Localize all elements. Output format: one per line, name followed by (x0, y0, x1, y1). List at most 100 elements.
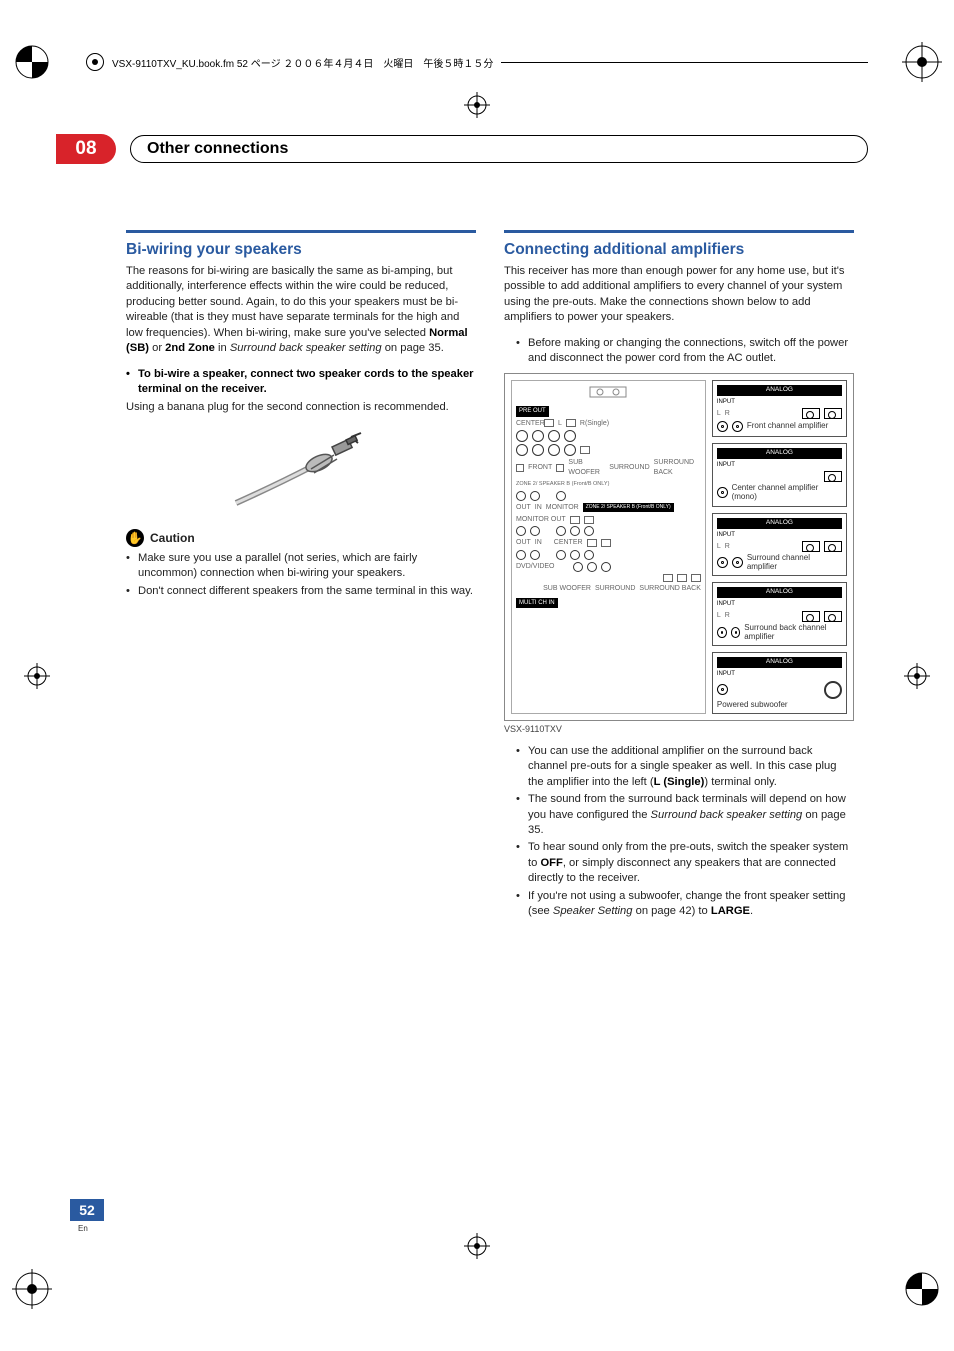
label: MULTI CH IN (516, 598, 558, 608)
print-mark-br (900, 1267, 944, 1311)
text: Make sure you use a parallel (not series… (138, 551, 476, 582)
text: , or simply disconnect any speakers that… (528, 857, 836, 884)
print-mark-bl (10, 1267, 54, 1311)
caution-header: ✋ Caution (126, 529, 476, 547)
label: SURROUND (595, 584, 635, 594)
caution-item-2: •Don't connect different speakers from t… (126, 584, 476, 599)
label: OUT (516, 538, 531, 548)
label: CENTER (516, 419, 540, 429)
label: IN (535, 538, 542, 548)
print-mark-tr (900, 40, 944, 84)
page-number: 52 (70, 1199, 104, 1221)
text: Before making or changing the connection… (528, 336, 854, 367)
label: SUB WOOFER (568, 458, 605, 477)
label: ANALOG (717, 657, 842, 668)
section-rule (126, 230, 476, 233)
label: SUB WOOFER (543, 584, 591, 594)
text: ) terminal only. (704, 776, 777, 788)
caution-item-1: •Make sure you use a parallel (not serie… (126, 551, 476, 582)
label: L (717, 611, 721, 621)
amp-subwoofer: ANALOG INPUT Powered subwoofer (712, 652, 847, 714)
label: INPUT (717, 531, 842, 539)
print-mark-tl (10, 40, 54, 84)
label: ANALOG (717, 385, 842, 396)
text-italic: Speaker Setting (553, 905, 633, 917)
label: INPUT (717, 398, 842, 406)
left-step: • To bi-wire a speaker, connect two spea… (126, 367, 476, 398)
label: CENTER (554, 538, 583, 548)
receiver-panel: PRE OUT CENTER L R(Single) FRONT SUB WOO… (511, 380, 706, 715)
amp-desc: Surround back channel amplifier (744, 624, 842, 642)
text: or (149, 342, 165, 354)
text-bold: L (Single) (654, 776, 705, 788)
text: Don't connect different speakers from th… (138, 584, 473, 599)
label: ZONE 2/ SPEAKER B (Front/B ONLY) (516, 481, 609, 489)
text: in (215, 342, 230, 354)
right-prebullet: •Before making or changing the connectio… (504, 336, 854, 367)
page-lang: En (78, 1224, 88, 1233)
chapter-number: 08 (56, 134, 116, 164)
label: IN (535, 503, 542, 513)
text-bold: 2nd Zone (165, 342, 215, 354)
label: L (717, 542, 721, 552)
label: ANALOG (717, 448, 842, 459)
amp-desc: Powered subwoofer (717, 701, 842, 710)
binding-post-icon (588, 385, 628, 399)
right-bullet-3: •To hear sound only from the pre-outs, s… (504, 840, 854, 886)
reg-mark-left (24, 663, 50, 689)
label: MONITOR OUT (516, 515, 566, 525)
text: . (750, 905, 753, 917)
label: ZONE 2/ SPEAKER B (Front/B ONLY) (583, 503, 674, 512)
label: MONITOR (546, 503, 579, 513)
header-filepath-row: VSX-9110TXV_KU.book.fm 52 ページ ２００６年４月４日 … (86, 56, 868, 68)
label: SURROUND BACK (654, 458, 701, 477)
right-para-1: This receiver has more than enough power… (504, 264, 854, 326)
header-glyph-icon (86, 53, 104, 71)
left-para-1: The reasons for bi-wiring are basically … (126, 264, 476, 357)
text: The reasons for bi-wiring are basically … (126, 265, 459, 339)
label: L (558, 419, 562, 429)
label: L (717, 409, 721, 419)
reg-mark-right (904, 663, 930, 689)
left-column: Bi-wiring your speakers The reasons for … (126, 230, 476, 922)
chapter-bar: 08 Other connections (56, 134, 868, 164)
amp-desc: Surround channel amplifier (747, 554, 842, 572)
diagram-caption: VSX-9110TXV (504, 723, 854, 735)
label: ANALOG (717, 587, 842, 598)
label: INPUT (717, 670, 842, 678)
label: R (725, 611, 730, 621)
label: INPUT (717, 600, 842, 608)
label: SURROUND (609, 463, 649, 473)
label: R (725, 542, 730, 552)
reg-mark-bottom (464, 1233, 490, 1259)
connection-diagram: PRE OUT CENTER L R(Single) FRONT SUB WOO… (504, 373, 854, 722)
label: INPUT (717, 461, 842, 469)
step-bold: To bi-wire a speaker, connect two speake… (138, 368, 474, 395)
text-italic: Surround back speaker setting (651, 809, 803, 821)
chapter-title: Other connections (130, 135, 868, 163)
banana-plug-illustration (126, 425, 476, 515)
label: OUT (516, 503, 531, 513)
right-bullet-4: •If you're not using a subwoofer, change… (504, 889, 854, 920)
left-heading: Bi-wiring your speakers (126, 239, 476, 260)
label: PRE OUT (516, 406, 549, 416)
amp-center: ANALOG INPUT Center channel amplifier (m… (712, 443, 847, 507)
reg-mark-top (464, 92, 490, 118)
amp-surround: ANALOG INPUT LR Surround channel amplifi… (712, 513, 847, 577)
text: on page 42) to (632, 905, 710, 917)
amp-desc: Center channel amplifier (mono) (732, 484, 842, 502)
text-bold: LARGE (711, 905, 750, 917)
text-bold: OFF (540, 857, 562, 869)
section-rule (504, 230, 854, 233)
right-column: Connecting additional amplifiers This re… (504, 230, 854, 922)
text: on page 35. (382, 342, 444, 354)
label: ANALOG (717, 518, 842, 529)
left-step-para: Using a banana plug for the second conne… (126, 400, 476, 415)
right-heading: Connecting additional amplifiers (504, 239, 854, 260)
label: FRONT (528, 463, 552, 473)
header-filepath: VSX-9110TXV_KU.book.fm 52 ページ ２００６年４月４日 … (112, 55, 493, 70)
amp-front: ANALOG INPUT LR Front channel amplifier (712, 380, 847, 437)
label: DVD/VIDEO (516, 562, 555, 572)
amp-desc: Front channel amplifier (747, 422, 828, 431)
amplifier-stack: ANALOG INPUT LR Front channel amplifier … (712, 380, 847, 715)
